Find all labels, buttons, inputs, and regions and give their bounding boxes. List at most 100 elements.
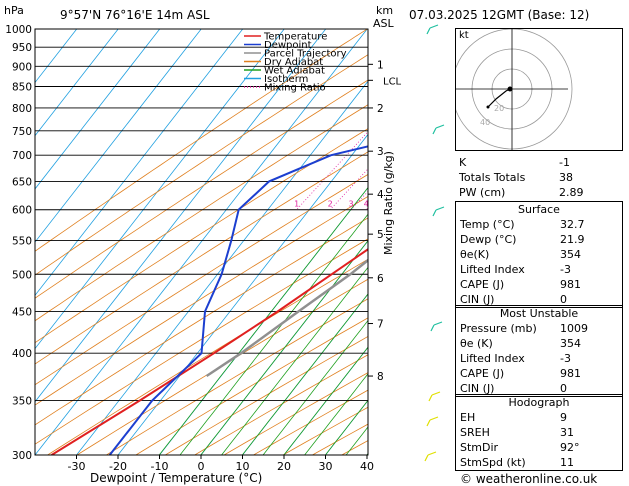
hodograph-box: kt 20 40 — [455, 28, 623, 151]
mixing-ratio-label: 4 — [364, 200, 369, 209]
datetime-label: 07.03.2025 12GMT (Base: 12) — [409, 8, 590, 22]
legend-label: Dry Adiabat — [264, 57, 323, 68]
dry-adiabat-line — [35, 128, 368, 344]
dry-adiabat-line — [35, 151, 368, 365]
legend-label: Parcel Trajectory — [264, 49, 347, 60]
surface-title: Surface — [518, 203, 560, 216]
surface-value: 354 — [560, 248, 581, 261]
x-axis-label: Dewpoint / Temperature (°C) — [90, 471, 263, 485]
hodo-label: EH — [460, 411, 476, 424]
mixing-ratio-line — [329, 168, 368, 210]
dry-adiabat-line — [35, 195, 368, 406]
surface-label: CAPE (J) — [460, 278, 505, 291]
index-row: K -1 — [455, 155, 621, 170]
dry-adiabat-line — [35, 54, 368, 276]
km-tick-label: 6 — [377, 273, 384, 285]
dry-adiabat-line — [35, 104, 368, 322]
pressure-tick-label: 350 — [12, 395, 32, 407]
isotherm-line — [117, 133, 368, 455]
wind-barb — [430, 321, 443, 332]
pressure-tick-label: 450 — [12, 307, 32, 319]
mixing-ratio-axis-label: Mixing Ratio (g/kg) — [382, 151, 395, 255]
surface-label: Lifted Index — [460, 263, 525, 276]
index-label: Totals Totals — [459, 171, 526, 184]
km-tick-label: 2 — [377, 103, 384, 115]
surface-label: Temp (°C) — [460, 218, 515, 231]
km-tick-label: 4 — [377, 189, 384, 201]
pressure-tick-label: 800 — [12, 103, 32, 115]
index-row: PW (cm) 2.89 — [455, 185, 621, 200]
pressure-tick-label: 950 — [12, 42, 32, 54]
hodograph-ring-label: 40 — [480, 118, 490, 127]
surface-row: Temp (°C) 32.7 — [456, 217, 622, 232]
isotherm-line — [35, 29, 368, 455]
pressure-tick-label: 850 — [12, 82, 32, 94]
x-tick-label: 10 — [236, 460, 250, 473]
wet-adiabat-line — [241, 293, 368, 455]
hodograph-ring-label: 20 — [494, 104, 504, 113]
dry-adiabat-line — [76, 278, 368, 455]
index-label: PW (cm) — [459, 186, 506, 199]
credit-label: © weatheronline.co.uk — [460, 472, 598, 486]
pressure-unit-label: hPa — [4, 4, 24, 17]
legend-label: Temperature — [263, 32, 327, 43]
pressure-tick-label: 900 — [12, 61, 32, 73]
wind-barb — [432, 124, 445, 135]
most-unstable-panel: Most Unstable Pressure (mb) 1009 θe (K) 354… — [455, 305, 623, 397]
isotherm-line — [35, 29, 244, 297]
height-unit-km: km — [376, 4, 394, 17]
index-value: 38 — [559, 171, 573, 184]
surface-row: θe(K) 354 — [456, 247, 622, 262]
legend-label: Wet Adiabat — [264, 66, 325, 77]
surface-label: Dewp (°C) — [460, 233, 517, 246]
mixing-ratio-label: 8 — [403, 200, 408, 209]
mu-row: CAPE (J) 981 — [456, 366, 622, 381]
wet-adiabat-line — [179, 213, 368, 455]
wet-adiabat-line — [158, 186, 368, 455]
index-row: Totals Totals 38 — [455, 170, 621, 185]
dry-adiabat-line — [105, 298, 368, 455]
hodograph-point — [507, 86, 513, 92]
temperature-line — [51, 248, 368, 455]
mu-label: CIN (J) — [460, 382, 495, 395]
mixing-ratio-label: 10 — [413, 200, 423, 209]
hodograph-table-panel: Hodograph EH 9 SREH 31 StmDir 92° StmSpd (kt) 1… — [455, 394, 623, 471]
mu-value: -3 — [560, 352, 571, 365]
mu-row: θe (K) 354 — [456, 336, 622, 351]
parcel-trajectory-line — [205, 258, 368, 378]
mu-label: Lifted Index — [460, 352, 525, 365]
hodo-value: 31 — [560, 426, 574, 439]
pressure-tick-label: 300 — [12, 450, 32, 462]
pressure-tick-label: 650 — [12, 176, 32, 188]
mixing-ratio-label: 1 — [294, 200, 299, 209]
hodo-value: 11 — [560, 456, 574, 469]
hodo-row: StmDir 92° — [456, 440, 622, 455]
hodograph-unit: kt — [459, 30, 469, 41]
index-value: 2.89 — [559, 186, 584, 199]
pressure-tick-label: 700 — [12, 150, 32, 162]
km-tick-label: 5 — [377, 229, 384, 241]
hodo-row: SREH 31 — [456, 425, 622, 440]
most-unstable-title: Most Unstable — [499, 307, 579, 320]
surface-label: θe(K) — [460, 248, 490, 261]
dry-adiabat-line — [35, 217, 368, 426]
wind-barb — [424, 451, 437, 462]
mu-row: Lifted Index -3 — [456, 351, 622, 366]
hodo-label: StmSpd (kt) — [460, 456, 526, 469]
surface-label: CIN (J) — [460, 293, 495, 306]
dry-adiabat-line — [46, 258, 368, 455]
surface-value: 981 — [560, 278, 581, 291]
lcl-label: LCL — [383, 76, 402, 87]
km-tick-label: 3 — [377, 146, 384, 158]
pressure-tick-label: 600 — [12, 205, 32, 217]
km-tick-label: 1 — [377, 59, 384, 71]
legend-label: Mixing Ratio — [264, 83, 326, 94]
wind-barb — [432, 206, 445, 217]
dry-adiabat-line — [35, 79, 368, 299]
mu-value: 354 — [560, 337, 581, 350]
surface-value: -3 — [560, 263, 571, 276]
mu-value: 1009 — [560, 322, 588, 335]
